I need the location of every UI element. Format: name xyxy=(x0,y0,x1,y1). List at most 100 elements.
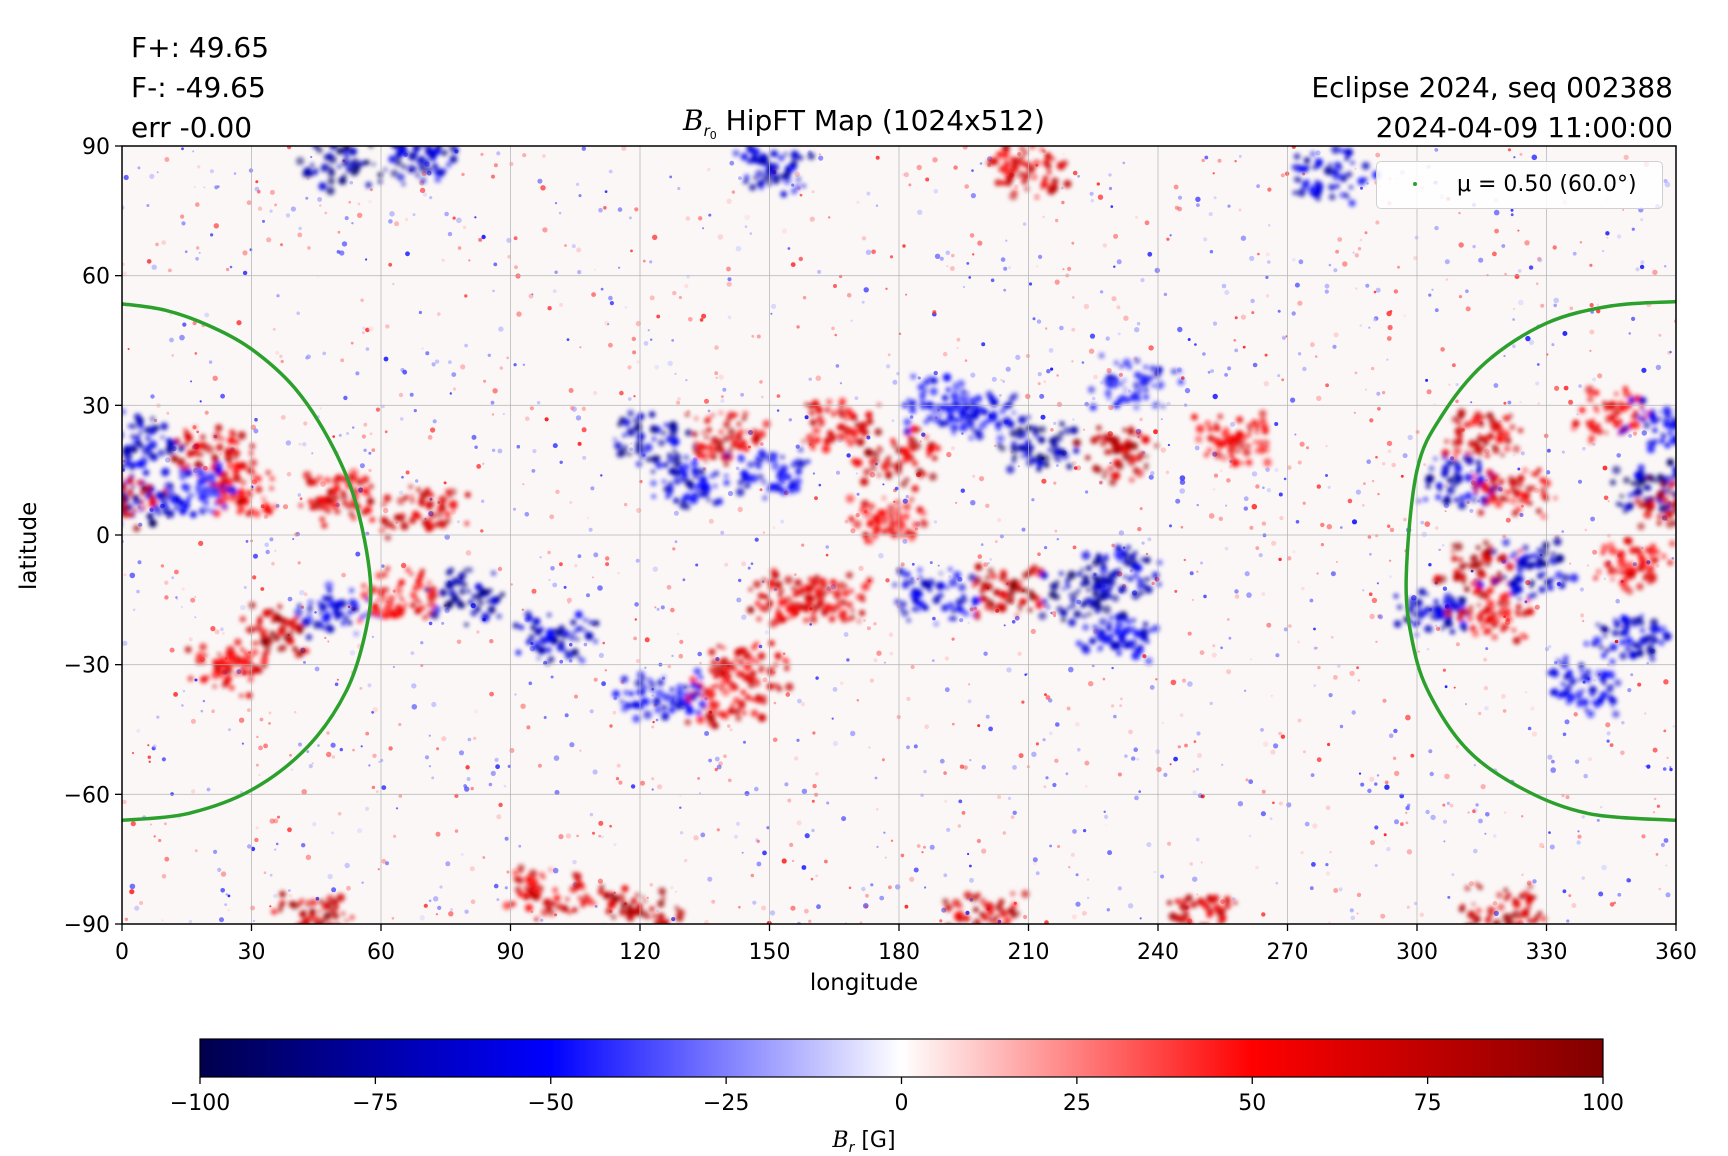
active-region xyxy=(170,424,258,479)
field-speckle xyxy=(858,565,864,571)
field-speckle xyxy=(1581,815,1585,819)
region-dot xyxy=(277,645,284,653)
region-dot xyxy=(1089,637,1096,645)
region-dot xyxy=(409,571,414,576)
field-speckle xyxy=(1270,694,1273,697)
field-speckle xyxy=(1325,445,1328,448)
field-speckle xyxy=(1484,706,1489,711)
field-speckle xyxy=(1389,527,1395,533)
region-dot xyxy=(1108,478,1117,487)
field-speckle xyxy=(1426,647,1430,651)
field-speckle xyxy=(1443,819,1447,824)
field-speckle xyxy=(1465,306,1471,312)
field-speckle xyxy=(1455,383,1459,387)
field-speckle xyxy=(1154,267,1161,274)
field-speckle xyxy=(1255,546,1260,550)
region-dot xyxy=(220,470,229,479)
field-speckle xyxy=(632,350,637,355)
field-speckle xyxy=(548,578,551,582)
field-speckle xyxy=(863,619,866,622)
field-speckle xyxy=(319,407,322,410)
region-dot xyxy=(695,489,699,494)
field-speckle xyxy=(1105,336,1110,341)
field-speckle xyxy=(597,585,603,591)
field-speckle xyxy=(1132,435,1135,438)
region-dot xyxy=(112,498,117,503)
field-speckle xyxy=(574,694,578,699)
region-dot xyxy=(726,673,732,679)
region-dot xyxy=(821,444,831,454)
field-speckle xyxy=(1298,259,1304,265)
region-dot xyxy=(658,439,665,447)
field-speckle xyxy=(1311,862,1316,867)
field-speckle xyxy=(960,488,965,493)
region-dot xyxy=(579,657,586,664)
region-dot xyxy=(1089,603,1095,609)
field-speckle xyxy=(466,777,471,781)
field-speckle xyxy=(1355,287,1358,290)
field-speckle xyxy=(939,256,944,261)
field-speckle xyxy=(549,514,555,520)
field-speckle xyxy=(1133,747,1138,752)
field-speckle xyxy=(1660,842,1665,848)
field-speckle xyxy=(1066,706,1071,711)
region-dot xyxy=(642,697,651,706)
field-speckle xyxy=(456,217,462,224)
field-speckle xyxy=(1189,862,1193,866)
region-dot xyxy=(187,675,194,682)
region-dot xyxy=(1115,462,1124,471)
field-speckle xyxy=(271,561,275,566)
field-speckle xyxy=(1434,148,1439,152)
field-speckle xyxy=(1628,434,1632,438)
field-speckle xyxy=(1179,475,1186,481)
region-dot xyxy=(1114,620,1124,630)
field-speckle xyxy=(1266,622,1272,628)
region-dot xyxy=(1056,605,1064,613)
field-speckle xyxy=(1006,667,1012,673)
region-dot xyxy=(685,479,694,489)
field-speckle xyxy=(1268,224,1271,227)
region-dot xyxy=(863,509,872,519)
region-dot xyxy=(1122,378,1127,383)
field-speckle xyxy=(1266,488,1272,493)
field-speckle xyxy=(861,886,866,892)
region-dot xyxy=(1535,563,1542,570)
field-speckle xyxy=(1117,772,1122,777)
region-dot xyxy=(1693,496,1701,504)
field-speckle xyxy=(287,827,292,833)
region-dot xyxy=(1129,442,1139,451)
field-speckle xyxy=(966,262,970,265)
region-dot xyxy=(762,694,767,700)
region-dot xyxy=(864,538,871,544)
region-dot xyxy=(780,481,785,485)
field-speckle xyxy=(299,497,303,501)
region-dot xyxy=(776,685,783,692)
field-speckle xyxy=(137,560,142,565)
field-speckle xyxy=(1369,418,1374,423)
region-dot xyxy=(341,500,349,507)
field-speckle xyxy=(160,564,165,568)
active-region xyxy=(613,409,697,471)
field-speckle xyxy=(754,537,759,542)
region-dot xyxy=(198,493,206,502)
field-speckle xyxy=(305,356,309,360)
field-speckle xyxy=(1356,892,1362,898)
field-speckle xyxy=(1672,725,1675,728)
field-speckle xyxy=(1377,407,1381,411)
region-dot xyxy=(689,676,696,683)
field-speckle xyxy=(1386,336,1392,341)
field-speckle xyxy=(1267,260,1271,264)
field-speckle xyxy=(1005,366,1011,372)
field-speckle xyxy=(850,730,856,737)
field-speckle xyxy=(1187,681,1193,687)
region-dot xyxy=(777,593,783,598)
field-speckle xyxy=(1478,818,1483,824)
field-speckle xyxy=(1109,461,1112,465)
field-speckle xyxy=(850,528,856,534)
region-dot xyxy=(757,713,767,722)
field-speckle xyxy=(1320,522,1325,528)
region-dot xyxy=(203,653,208,658)
field-speckle xyxy=(1632,431,1638,436)
region-dot xyxy=(1499,427,1505,433)
region-dot xyxy=(975,431,984,441)
